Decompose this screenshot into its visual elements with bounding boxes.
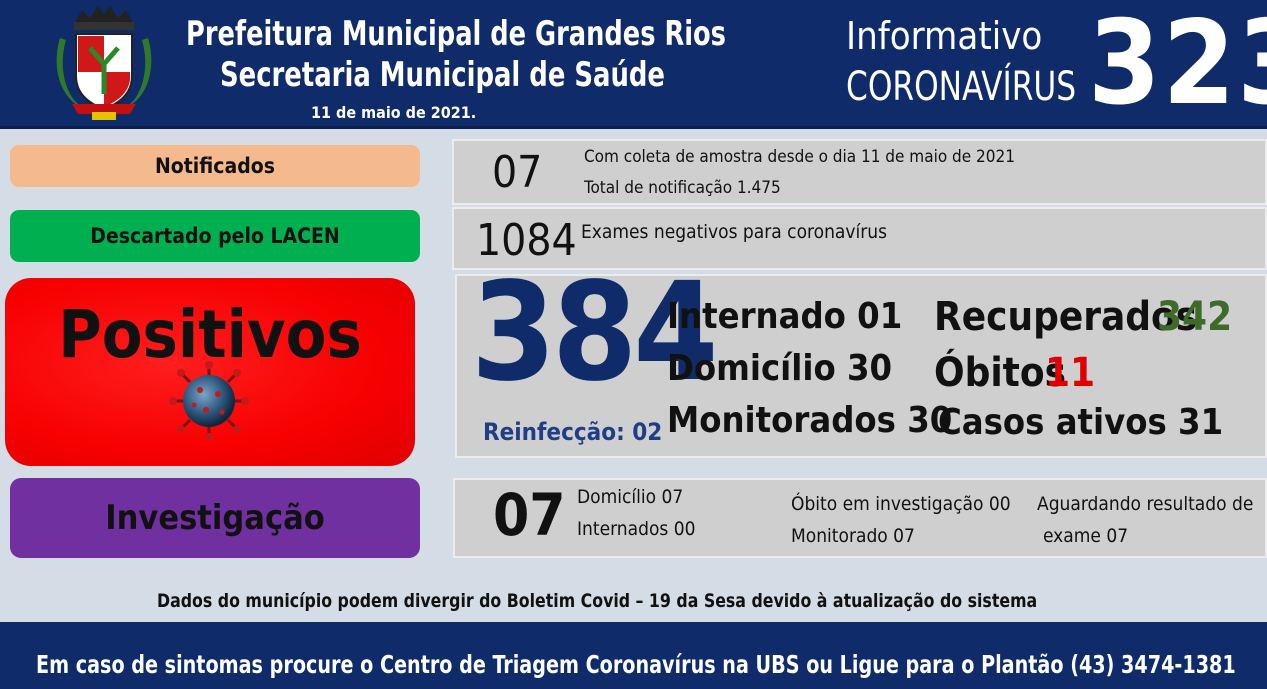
monitorados: Monitorados 30 [667,400,953,441]
domicilio: Domicílio 30 [667,348,893,389]
header-coronavirus: CORONAVÍRUS [846,64,1077,110]
disclaimer-footnote: Dados do município podem divergir do Bol… [0,590,1267,612]
footer-contact-text: Em caso de sintomas procure o Centro de … [36,650,1236,679]
footer-banner: Em caso de sintomas procure o Centro de … [0,622,1267,689]
header-date: 11 de maio de 2021. [311,103,477,122]
disclaimer-text: Dados do município podem divergir do Bol… [156,590,1038,612]
recuperados-value: 342 [1157,294,1233,340]
descartado-value: 1084 [476,215,577,266]
aguardando-resultado: Aguardando resultado de [1037,493,1254,515]
header-banner: Prefeitura Municipal de Grandes Rios Sec… [0,0,1267,131]
obitos-label: Óbitos [934,350,1067,396]
obitos-value: 11 [1045,350,1096,396]
investigacao-value: 07 [493,481,566,549]
obito-investigacao: Óbito em investigação 00 [791,493,1011,515]
positivos-panel: 384 Reinfecção: 02 Internado 01 Domicíli… [455,254,1267,458]
descartado-panel: 1084 Exames negativos para coronavírus [452,207,1267,270]
issue-number: 323 [1088,0,1267,131]
investigacao-domicilio: Domicílio 07 [577,486,684,508]
notificados-total: Total de notificação 1.475 [584,178,781,198]
reinfeccao: Reinfecção: 02 [483,418,663,446]
casos-ativos: Casos ativos 31 [938,402,1224,443]
notificados-label: Notificados [10,145,420,187]
header-title-prefeitura: Prefeitura Municipal de Grandes Rios [186,14,726,54]
notificados-value: 07 [492,147,543,198]
internado: Internado 01 [667,296,903,337]
municipal-crest-icon [56,6,152,120]
notificados-line1: Com coleta de amostra desde o dia 11 de … [584,147,1015,167]
positivos-label: Positivos [58,296,362,373]
investigacao-internados: Internados 00 [577,518,696,540]
notificados-panel: 07 Com coleta de amostra desde o dia 11 … [452,139,1267,205]
coronavirus-icon [169,361,249,441]
monitorado: Monitorado 07 [791,525,915,547]
descartado-label: Descartado pelo LACEN [10,210,420,262]
investigacao-panel: 07 Domicílio 07 Internados 00 Óbito em i… [453,478,1267,558]
recuperados-label: Recuperados [934,294,1198,340]
header-informativo: Informativo [846,14,1043,58]
positivos-value: 384 [471,254,718,412]
header-title-secretaria: Secretaria Municipal de Saúde [220,55,665,95]
aguardando-exame: exame 07 [1043,525,1129,547]
descartado-text: Exames negativos para coronavírus [581,221,888,243]
investigacao-label: Investigação [10,478,420,558]
